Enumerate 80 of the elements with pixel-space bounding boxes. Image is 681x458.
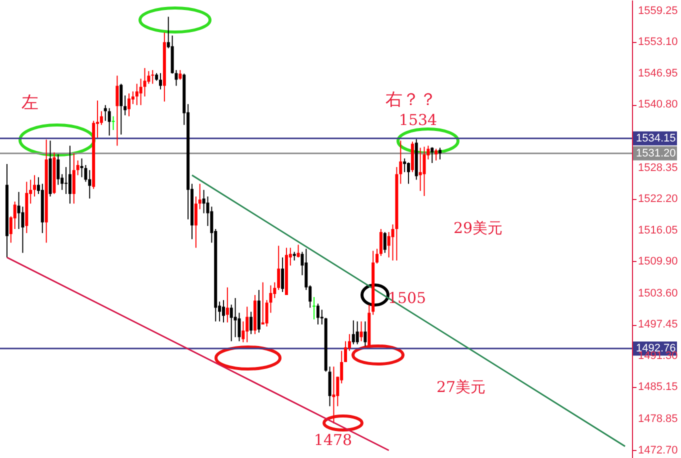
- candlestick: [434, 148, 438, 161]
- y-tick-label: 1472.70: [638, 444, 678, 456]
- candlestick: [261, 282, 264, 325]
- candlestick: [178, 70, 182, 80]
- candlestick: [159, 72, 162, 90]
- candlestick: [222, 300, 225, 323]
- candlestick: [422, 146, 426, 196]
- candlestick: [151, 70, 154, 84]
- candlestick: [116, 75, 119, 146]
- candlestick: [383, 232, 386, 254]
- candlestick: [230, 304, 233, 342]
- candlestick: [194, 196, 198, 248]
- y-tick-label: 1485.15: [638, 381, 678, 394]
- candlestick: [273, 282, 276, 299]
- annotation: 27美元: [436, 378, 486, 396]
- candlestick: [250, 311, 253, 335]
- candlestick: [104, 104, 107, 122]
- candlestick: [277, 245, 280, 290]
- annotation: 29美元: [453, 219, 503, 237]
- candlestick: [56, 154, 60, 186]
- candlestick: [399, 140, 402, 184]
- candlestick: [88, 170, 92, 200]
- candlestick: [344, 340, 348, 363]
- candlestick: [120, 83, 123, 136]
- candlestick: [418, 147, 422, 192]
- candlestick: [281, 256, 284, 292]
- ref-line-label: 1531.20: [636, 147, 676, 160]
- annotation: 右？？: [386, 90, 436, 110]
- candlestick: [320, 309, 324, 325]
- candlestick: [246, 306, 249, 343]
- candlestick: [376, 248, 379, 264]
- y-tick-label: 1516.05: [638, 224, 678, 236]
- candlestick: [112, 116, 115, 130]
- candlestick: [124, 94, 127, 116]
- y-tick-label: 1546.95: [638, 67, 678, 80]
- candlestick: [76, 160, 80, 176]
- y-tick-label: 1522.20: [638, 193, 678, 206]
- candlestick: [108, 108, 111, 136]
- candlestick: [68, 145, 72, 204]
- candlestick: [296, 244, 300, 258]
- candlestick: [131, 90, 134, 105]
- candlestick: [135, 83, 138, 106]
- y-tick-label: 1503.60: [638, 287, 678, 300]
- candlestick: [64, 166, 68, 194]
- candlestick: [407, 162, 410, 184]
- candlestick: [100, 110, 103, 126]
- candlestick: [234, 298, 237, 338]
- candlestick: [316, 303, 320, 325]
- annotation: 1478: [314, 431, 352, 449]
- candlestick: [226, 286, 229, 323]
- candlestick: [80, 158, 84, 178]
- annotation: 左: [22, 93, 38, 113]
- candlestick: [242, 320, 245, 343]
- candlestick: [430, 146, 434, 164]
- y-tick-label: 1497.45: [638, 318, 678, 331]
- candlestick: [438, 147, 442, 160]
- y-tick-label: 1553.10: [638, 36, 678, 48]
- candlestick: [360, 320, 363, 342]
- candlestick: [379, 228, 382, 256]
- annotation: 1505: [388, 289, 426, 307]
- candlestick: [387, 232, 390, 258]
- candlestick: [352, 320, 355, 345]
- candlestick: [143, 68, 146, 97]
- candlestick: [364, 320, 367, 347]
- y-tick-label: 1540.80: [638, 98, 678, 111]
- candlestick: [139, 78, 142, 106]
- annotation: 1534: [398, 111, 438, 129]
- candlestick: [198, 183, 202, 210]
- candlestick: [356, 320, 359, 345]
- y-tick-label: 1528.35: [638, 162, 678, 174]
- candlestick: [72, 152, 76, 204]
- candlestick: [332, 366, 336, 424]
- y-tick-label: 1478.85: [638, 413, 678, 426]
- y-tick-label: 1509.90: [638, 255, 678, 268]
- y-tick-label: 1559.25: [638, 4, 678, 17]
- candlestick: [403, 158, 406, 173]
- ref-line-label: 1534.15: [636, 132, 676, 144]
- candlestick: [312, 296, 316, 320]
- candlestick: [128, 92, 131, 117]
- candlestick: [33, 174, 36, 198]
